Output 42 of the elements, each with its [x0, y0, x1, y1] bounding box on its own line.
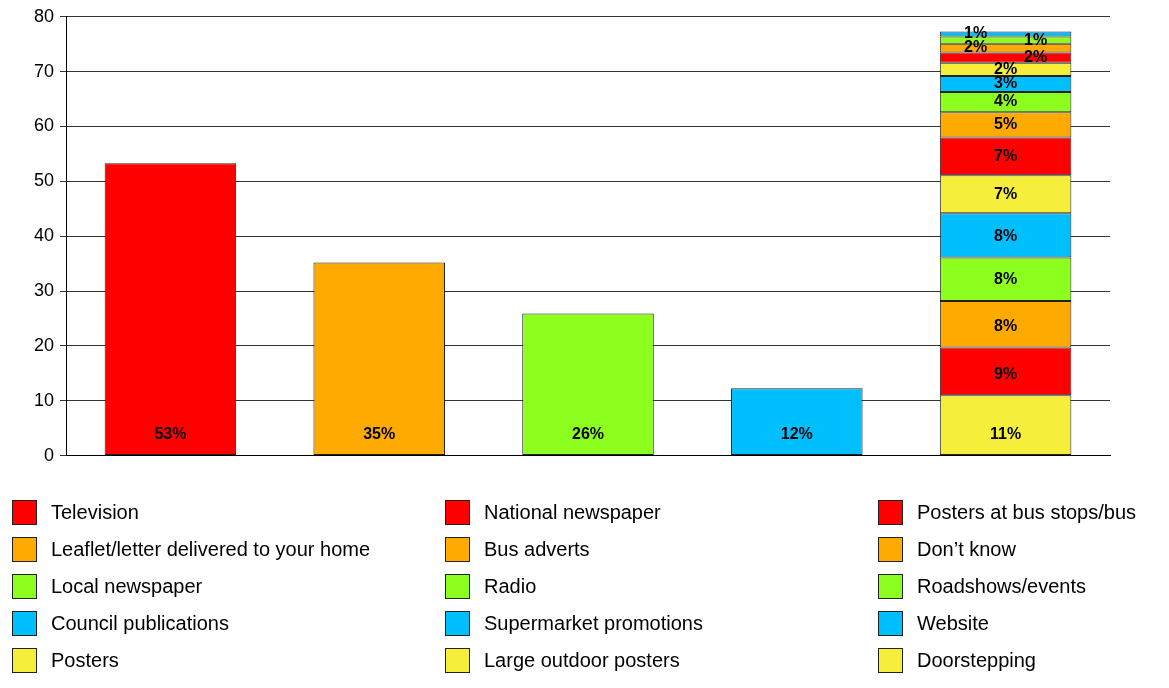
data-label: 8% [994, 270, 1018, 288]
legend-label: Roadshows/events [917, 575, 1086, 598]
y-tick-label: 20 [33, 334, 55, 355]
y-tick-label: 70 [33, 60, 55, 81]
data-label: 2% [1024, 48, 1048, 66]
data-label: 9% [994, 364, 1018, 382]
y-tick-label: 80 [33, 5, 55, 26]
data-label: 4% [994, 92, 1018, 110]
legend-label: Don’t know [917, 538, 1016, 561]
y-tick-label: 40 [33, 225, 55, 246]
legend-label: Posters at bus stops/bus [917, 501, 1137, 524]
data-label: 5% [994, 115, 1018, 133]
legend-label: Supermarket promotions [484, 612, 703, 635]
y-tick-label: 50 [33, 170, 55, 191]
y-tick-label: 10 [33, 389, 55, 410]
data-label: 2% [964, 38, 988, 56]
data-label: 3% [994, 74, 1018, 92]
data-label: 53% [154, 424, 187, 442]
legend-label: Radio [484, 575, 537, 598]
legend-label: National newspaper [484, 501, 661, 524]
y-tick-label: 30 [33, 280, 55, 301]
data-label: 35% [363, 424, 396, 442]
legend-label: Posters [51, 649, 119, 672]
legend-label: Large outdoor posters [484, 649, 680, 672]
data-label: 7% [994, 184, 1018, 202]
legend-label: Website [917, 612, 989, 635]
data-label: 2% [994, 59, 1018, 77]
data-label: 12% [780, 424, 813, 442]
data-label: 11% [990, 424, 1022, 442]
data-label: 8% [994, 227, 1018, 244]
data-label: 8% [994, 316, 1018, 334]
legend-label: Doorstepping [917, 649, 1036, 672]
legend-label: Television [51, 501, 139, 524]
data-label: 7% [994, 146, 1018, 164]
legend-label: Council publications [51, 612, 229, 635]
data-label: 26% [572, 424, 605, 442]
data-label: 1% [1024, 30, 1048, 48]
legend-label: Leaflet/letter delivered to your home [51, 538, 371, 561]
legend-label: Local newspaper [51, 575, 203, 598]
y-tick-label: 0 [44, 444, 55, 465]
y-tick-label: 60 [33, 115, 55, 136]
legend-label: Bus adverts [484, 538, 590, 561]
